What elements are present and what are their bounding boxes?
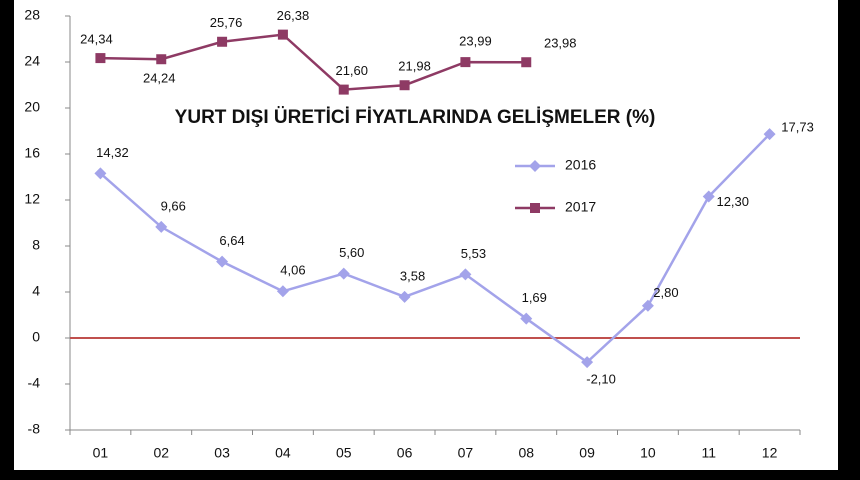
marker	[459, 268, 472, 281]
y-tick-label: 20	[24, 99, 40, 115]
data-label: 26,38	[277, 8, 310, 23]
x-tick-label: 01	[93, 445, 109, 461]
data-label: 4,06	[280, 263, 305, 278]
y-tick-label: 8	[32, 237, 40, 253]
data-label: 14,32	[96, 145, 129, 160]
data-label: 1,69	[522, 290, 547, 305]
data-label: 21,60	[335, 63, 368, 78]
marker	[217, 36, 228, 47]
data-label: 17,73	[781, 120, 814, 135]
x-tick-label: 10	[640, 445, 656, 461]
marker	[277, 29, 288, 40]
y-tick-label: 12	[24, 191, 40, 207]
marker	[276, 285, 289, 298]
marker	[460, 57, 471, 68]
legend-label: 2016	[565, 157, 596, 173]
marker	[702, 190, 715, 203]
marker	[520, 312, 533, 325]
series-line	[100, 33, 527, 91]
x-tick-label: 09	[579, 445, 595, 461]
marker	[155, 220, 168, 233]
marker	[641, 299, 654, 312]
marker	[398, 290, 411, 303]
data-label: 23,98	[544, 36, 577, 51]
x-tick-label: 03	[214, 445, 230, 461]
marker	[337, 267, 350, 280]
marker	[216, 255, 229, 268]
data-label: 2,80	[653, 285, 678, 300]
data-label: 25,76	[210, 15, 243, 30]
x-tick-label: 07	[458, 445, 474, 461]
y-tick-label: -4	[28, 375, 41, 391]
marker	[530, 203, 540, 213]
data-label: 24,24	[143, 71, 176, 86]
x-tick-label: 08	[518, 445, 534, 461]
marker	[763, 128, 776, 141]
y-tick-label: -8	[28, 421, 41, 437]
marker	[156, 54, 167, 65]
series-line	[99, 133, 771, 364]
marker	[94, 167, 107, 180]
data-label: 3,58	[400, 268, 425, 283]
x-tick-label: 04	[275, 445, 291, 461]
data-label: 12,30	[716, 194, 749, 209]
data-label: 5,60	[339, 245, 364, 260]
y-tick-label: 4	[32, 283, 40, 299]
data-label: 23,99	[459, 34, 492, 49]
marker	[95, 53, 106, 64]
y-tick-label: 24	[24, 53, 40, 69]
marker	[338, 84, 349, 95]
x-tick-label: 02	[153, 445, 169, 461]
marker	[529, 160, 541, 172]
chart-title: YURT DIŞI ÜRETİCİ FİYATLARINDA GELİŞMELE…	[175, 107, 656, 128]
marker	[399, 80, 410, 91]
y-tick-label: 16	[24, 145, 40, 161]
data-label: 9,66	[161, 198, 186, 213]
marker	[521, 57, 532, 68]
y-tick-label: 0	[32, 329, 40, 345]
x-tick-label: 12	[762, 445, 778, 461]
data-label: -2,10	[586, 372, 616, 387]
marker	[581, 356, 594, 369]
legend-label: 2017	[565, 199, 596, 215]
data-label: 24,34	[80, 32, 113, 47]
y-tick-label: 28	[24, 7, 40, 23]
data-label: 21,98	[398, 59, 431, 74]
data-label: 6,64	[219, 233, 244, 248]
x-tick-label: 11	[701, 445, 716, 461]
data-label: 5,53	[461, 246, 486, 261]
x-tick-label: 06	[397, 445, 413, 461]
x-tick-label: 05	[336, 445, 352, 461]
